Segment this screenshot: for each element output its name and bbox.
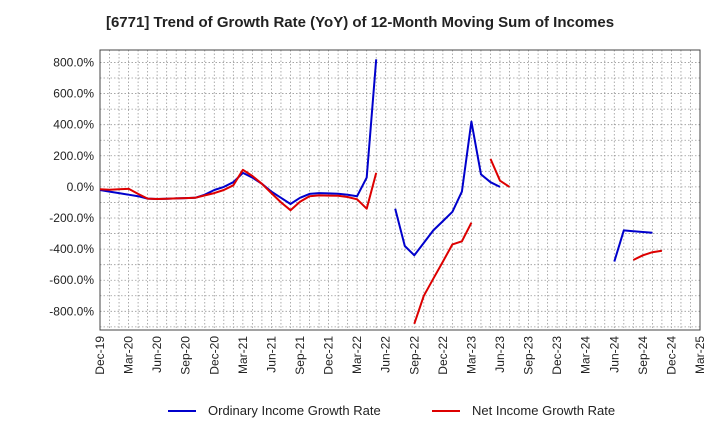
x-tick-label: Jun-22 (379, 336, 393, 373)
x-tick-label: Dec-23 (550, 336, 564, 375)
x-tick-label: Dec-21 (322, 336, 336, 375)
y-tick-label: 200.0% (53, 149, 94, 163)
x-tick-label: Sep-22 (407, 336, 421, 375)
x-tick-label: Mar-20 (122, 336, 136, 374)
legend-label: Ordinary Income Growth Rate (208, 403, 381, 418)
x-tick-label: Dec-20 (207, 336, 221, 375)
x-tick-label: Dec-22 (436, 336, 450, 375)
y-tick-label: -600.0% (49, 273, 94, 287)
x-tick-label: Mar-23 (464, 336, 478, 374)
chart-title: [6771] Trend of Growth Rate (YoY) of 12-… (105, 14, 615, 31)
plot-frame (99, 49, 701, 331)
axes: 800.0% 600.0% 400.0% 200.0% 0.0% -200.0% -400.… (49, 49, 707, 375)
y-tick-label: 800.0% (53, 55, 94, 69)
y-tick-label: -400.0% (49, 242, 94, 256)
series-line (99, 168, 378, 212)
grid (99, 50, 701, 330)
x-tick-label: Jun-20 (150, 336, 164, 373)
x-tick-label: Jun-21 (264, 336, 278, 373)
legend-label: Net Income Growth Rate (472, 403, 615, 418)
y-tick-label: -200.0% (49, 211, 94, 225)
series-line (613, 229, 653, 262)
y-tick-label: -800.0% (49, 304, 94, 318)
series-line (394, 120, 501, 257)
series-line (99, 59, 378, 205)
x-tick-label: Sep-20 (179, 336, 193, 375)
series-line (413, 222, 473, 325)
x-tick-label: Jun-23 (493, 336, 507, 373)
series-line (632, 249, 663, 261)
x-tick-label: Mar-22 (350, 336, 364, 374)
legend: Ordinary Income Growth Rate Net Income Gr… (168, 403, 615, 418)
series-lines (99, 59, 663, 325)
x-tick-label: Mar-24 (579, 336, 593, 374)
x-tick-label: Mar-25 (693, 336, 707, 374)
x-tick-label: Dec-24 (664, 336, 678, 375)
y-tick-label: 0.0% (67, 180, 95, 194)
x-tick-label: Jun-24 (607, 336, 621, 373)
y-tick-label: 400.0% (53, 118, 94, 132)
x-tick-label: Sep-23 (522, 336, 536, 375)
x-tick-label: Sep-21 (293, 336, 307, 375)
series-line (489, 158, 511, 188)
x-tick-label: Mar-21 (236, 336, 250, 374)
x-tick-label: Sep-24 (636, 336, 650, 375)
y-tick-label: 600.0% (53, 87, 94, 101)
x-tick-label: Dec-19 (93, 336, 107, 375)
